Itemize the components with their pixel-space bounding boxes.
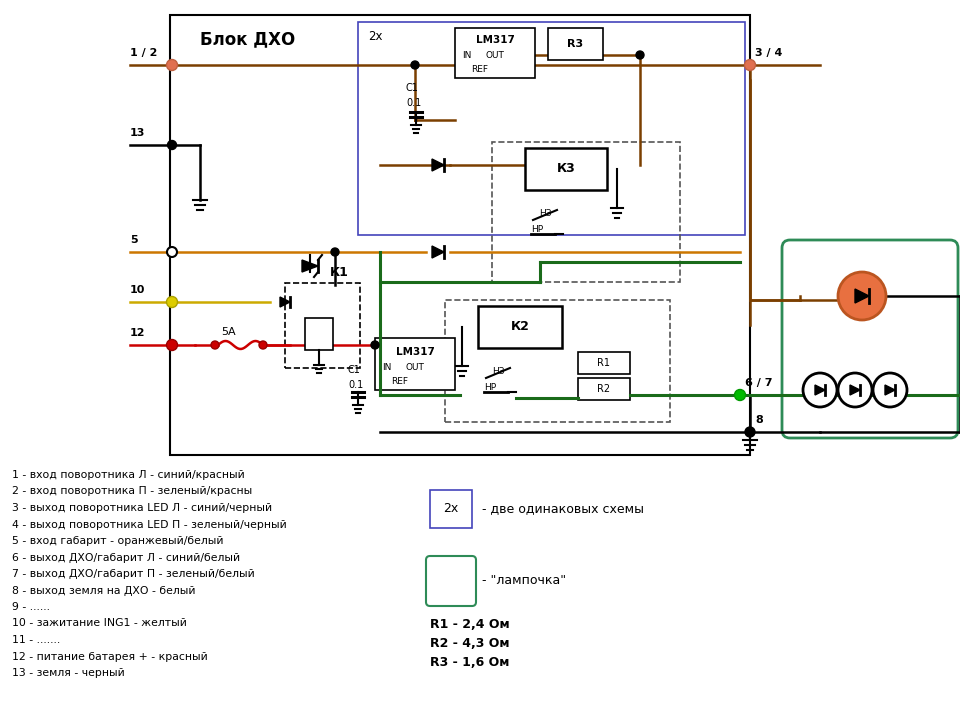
Text: 2x: 2x [368, 30, 382, 43]
Text: R2: R2 [597, 384, 611, 394]
Polygon shape [885, 385, 895, 395]
Text: REF: REF [392, 378, 409, 387]
Text: 4 - выход поворотника LED П - зеленый/черный: 4 - выход поворотника LED П - зеленый/че… [12, 520, 287, 530]
Text: R2 - 4,3 Ом: R2 - 4,3 Ом [430, 637, 510, 650]
Text: 5 - вход габарит - оранжевый/белый: 5 - вход габарит - оранжевый/белый [12, 536, 224, 546]
Polygon shape [302, 260, 318, 272]
Bar [578, 378, 630, 400]
Text: 3 / 4: 3 / 4 [755, 48, 782, 58]
Circle shape [371, 341, 379, 349]
Text: REF: REF [471, 66, 489, 74]
Text: 10 - зажитание ING1 - желтый: 10 - зажитание ING1 - желтый [12, 619, 187, 629]
Text: 6 / 7: 6 / 7 [745, 378, 773, 388]
Polygon shape [432, 159, 444, 171]
Bar [430, 490, 472, 528]
Text: 6 - выход ДХО/габарит Л - синий/белый: 6 - выход ДХО/габарит Л - синий/белый [12, 552, 240, 563]
Circle shape [838, 373, 872, 407]
Text: 8 - выход земля на ДХО - белый: 8 - выход земля на ДХО - белый [12, 585, 196, 595]
Polygon shape [280, 297, 290, 307]
Text: Блок ДХО: Блок ДХО [200, 30, 296, 48]
Text: 0.1: 0.1 [406, 98, 421, 108]
Circle shape [838, 272, 886, 320]
Polygon shape [850, 385, 860, 395]
Circle shape [803, 373, 837, 407]
Text: IN: IN [463, 52, 471, 61]
Circle shape [745, 427, 755, 437]
Bar [375, 338, 455, 390]
Text: НЗ: НЗ [492, 368, 505, 377]
Circle shape [259, 341, 267, 349]
Circle shape [167, 247, 177, 257]
Circle shape [166, 339, 178, 351]
Text: 2 - вход поворотника П - зеленый/красны: 2 - вход поворотника П - зеленый/красны [12, 486, 252, 496]
Bar [578, 352, 630, 374]
Text: R3: R3 [567, 39, 583, 49]
Text: R1 - 2,4 Ом: R1 - 2,4 Ом [430, 618, 510, 631]
Circle shape [745, 59, 756, 71]
Text: К1: К1 [330, 266, 348, 279]
Bar [478, 306, 562, 348]
Text: C1: C1 [406, 83, 419, 93]
Text: 12: 12 [130, 328, 146, 338]
Bar [455, 28, 535, 78]
Polygon shape [432, 246, 444, 258]
Circle shape [167, 141, 177, 149]
Text: К2: К2 [511, 320, 529, 334]
Text: 10: 10 [130, 285, 145, 295]
Bar [548, 28, 603, 60]
Text: C1: C1 [348, 365, 361, 375]
Text: 0.1: 0.1 [348, 380, 363, 390]
Text: - две одинаковых схемы: - две одинаковых схемы [482, 503, 644, 515]
Text: К3: К3 [557, 163, 575, 175]
Text: 5: 5 [130, 235, 137, 245]
Bar [358, 22, 745, 235]
Text: 1 / 2: 1 / 2 [130, 48, 157, 58]
Text: 12 - питание батарея + - красный: 12 - питание батарея + - красный [12, 651, 207, 662]
Text: LM317: LM317 [396, 347, 435, 357]
Text: 13 - земля - черный: 13 - земля - черный [12, 668, 125, 678]
Text: 9 - ......: 9 - ...... [12, 602, 50, 612]
Text: 8: 8 [755, 415, 763, 425]
Bar [525, 148, 607, 190]
Circle shape [873, 373, 907, 407]
Circle shape [166, 59, 178, 71]
Text: R3 - 1,6 Ом: R3 - 1,6 Ом [430, 656, 510, 669]
Bar [170, 15, 750, 455]
Text: 2x: 2x [444, 503, 459, 515]
Text: 7 - выход ДХО/габарит П - зеленый/белый: 7 - выход ДХО/габарит П - зеленый/белый [12, 569, 254, 579]
Text: - "лампочка": - "лампочка" [482, 575, 566, 588]
Polygon shape [855, 289, 869, 303]
Text: НР: НР [484, 383, 496, 392]
Text: 1 - вход поворотника Л - синий/красный: 1 - вход поворотника Л - синий/красный [12, 470, 245, 480]
Text: OUT: OUT [486, 52, 504, 61]
Bar [285, 283, 360, 368]
Text: 3 - выход поворотника LED Л - синий/черный: 3 - выход поворотника LED Л - синий/черн… [12, 503, 272, 513]
Circle shape [734, 390, 746, 400]
Bar [492, 142, 680, 282]
Text: 5А: 5А [221, 327, 235, 337]
Circle shape [411, 61, 419, 69]
Bar [305, 318, 333, 350]
FancyBboxPatch shape [426, 556, 476, 606]
Text: OUT: OUT [405, 363, 424, 373]
FancyBboxPatch shape [782, 240, 958, 438]
Polygon shape [815, 385, 825, 395]
Text: НР: НР [531, 226, 543, 235]
Circle shape [166, 296, 178, 308]
Text: IN: IN [382, 363, 392, 373]
Text: 11 - .......: 11 - ....... [12, 635, 60, 645]
Circle shape [331, 248, 339, 256]
Text: 13: 13 [130, 128, 145, 138]
Text: LM317: LM317 [475, 35, 515, 45]
Text: R1: R1 [597, 358, 611, 368]
Circle shape [636, 51, 644, 59]
Bar [445, 300, 670, 422]
Text: НЗ: НЗ [539, 209, 551, 218]
Circle shape [211, 341, 219, 349]
